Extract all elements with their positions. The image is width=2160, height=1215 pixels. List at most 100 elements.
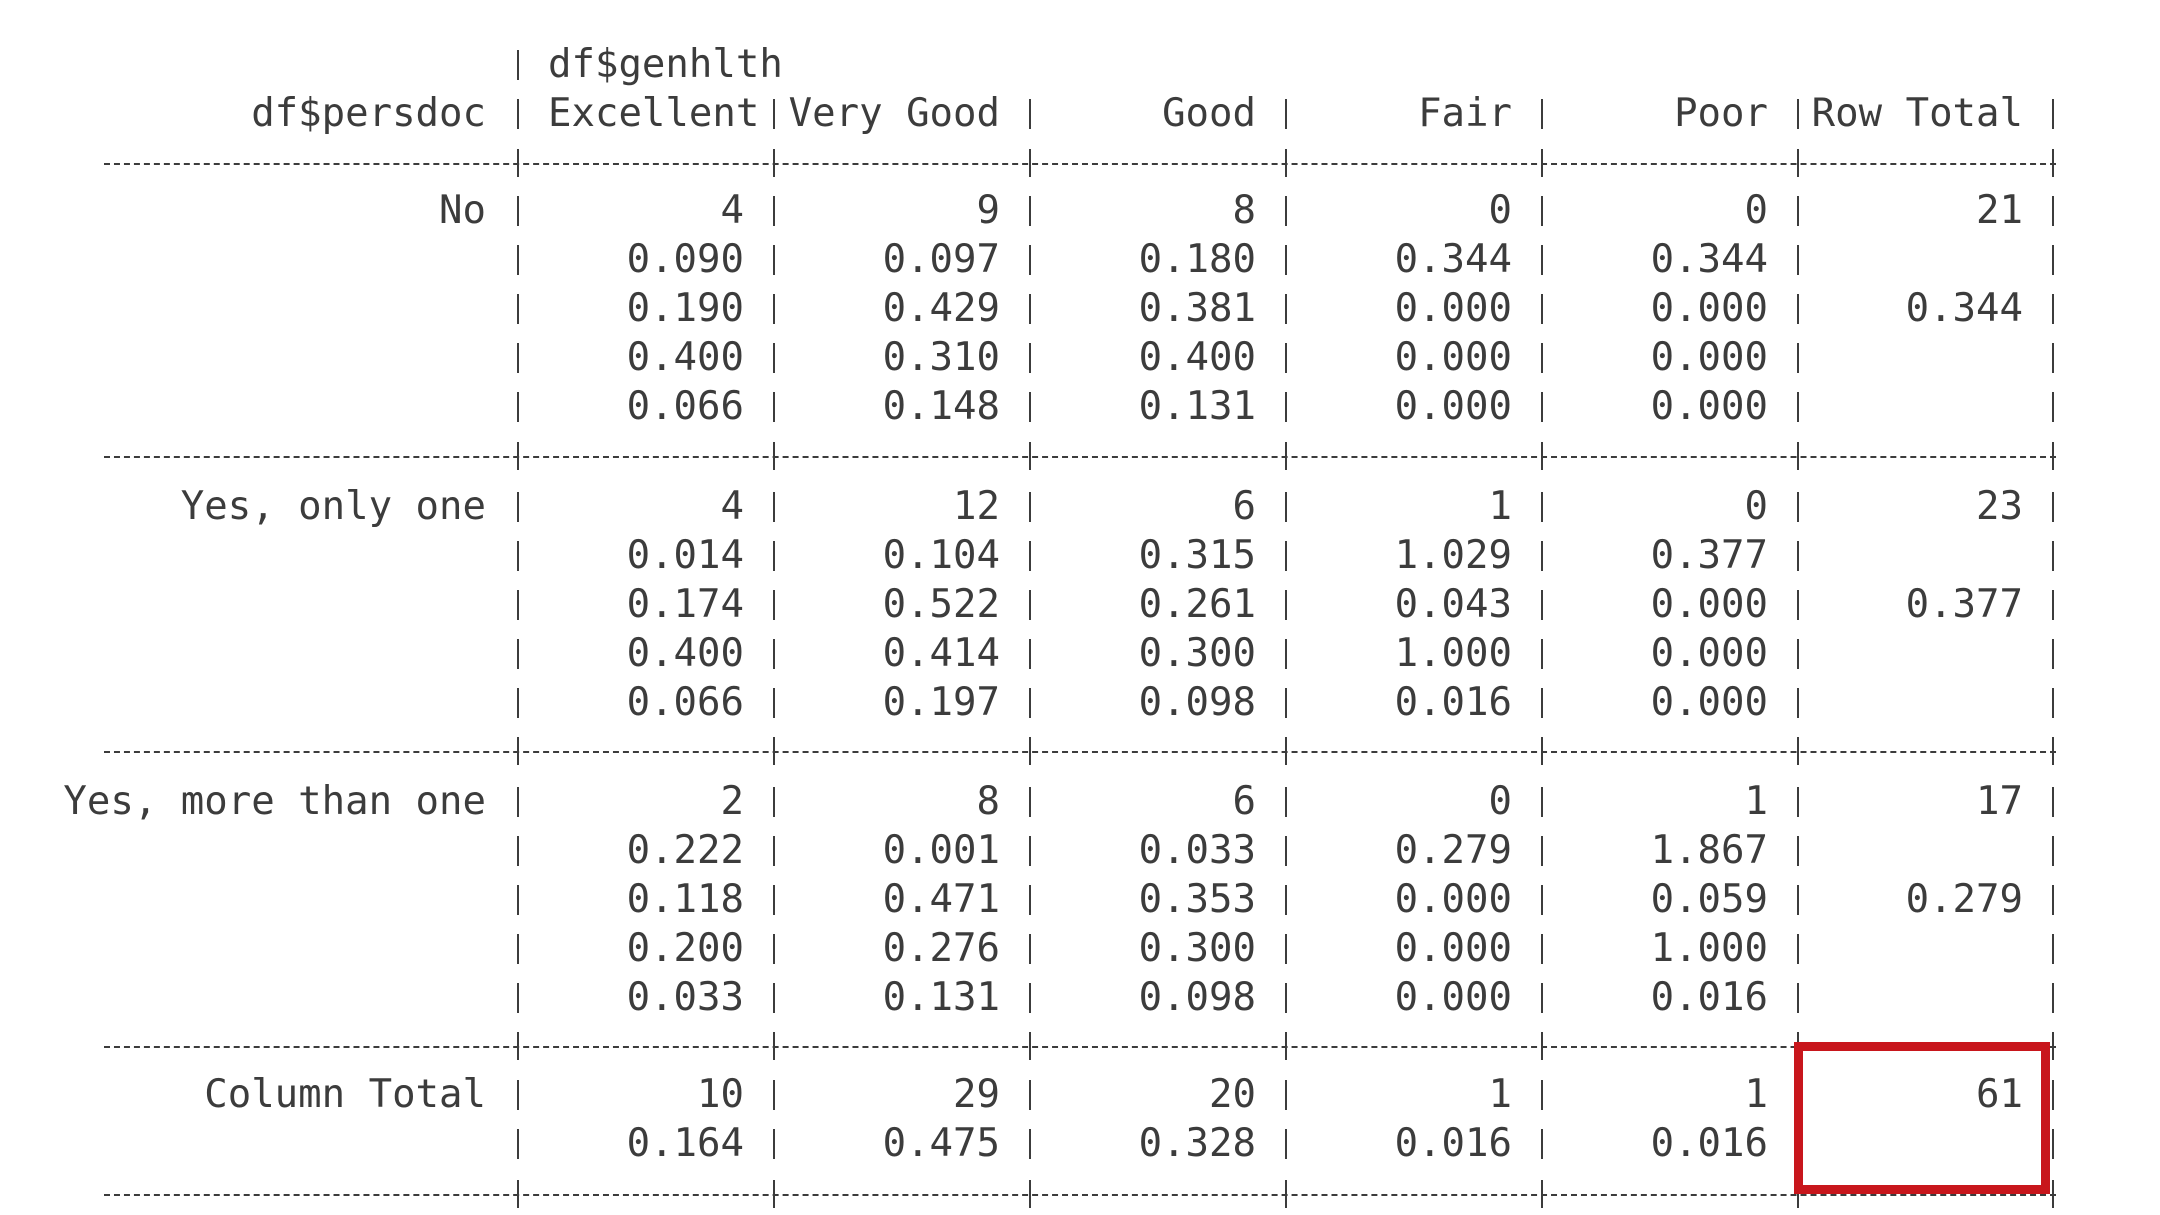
cell-bar bbox=[1029, 885, 1031, 915]
row-2-cell: 6 bbox=[1232, 779, 1256, 824]
column-total-cell: 0.016 bbox=[1650, 1121, 1768, 1166]
separator-tick bbox=[1029, 1180, 1031, 1208]
separator-tick bbox=[517, 442, 519, 470]
row-2-cell: 8 bbox=[976, 779, 1000, 824]
cell-bar bbox=[773, 1080, 775, 1110]
cell-bar bbox=[1029, 590, 1031, 620]
row-0-label: No bbox=[439, 188, 486, 233]
cell-bar bbox=[517, 639, 519, 669]
row-1-cell: 1.000 bbox=[1394, 631, 1512, 676]
separator-tick bbox=[1285, 149, 1287, 177]
cell-bar bbox=[773, 392, 775, 422]
row-1-cell: 0.014 bbox=[626, 533, 744, 578]
row-2-cell: 0.016 bbox=[1650, 975, 1768, 1020]
row-0-cell: 0.148 bbox=[882, 384, 1000, 429]
column-total-cell: 0.475 bbox=[882, 1121, 1000, 1166]
row-1-cell: 0 bbox=[1744, 484, 1768, 529]
cell-bar bbox=[517, 836, 519, 866]
row-2-cell: 0.033 bbox=[626, 975, 744, 1020]
column-total-cell: 29 bbox=[953, 1072, 1000, 1117]
cell-bar bbox=[517, 294, 519, 324]
cell-bar bbox=[517, 688, 519, 718]
cell-bar bbox=[1797, 492, 1799, 522]
cell-bar bbox=[773, 934, 775, 964]
row-0-cell: 9 bbox=[976, 188, 1000, 233]
cell-bar bbox=[1285, 245, 1287, 275]
cell-bar bbox=[1285, 294, 1287, 324]
cell-bar bbox=[1285, 196, 1287, 226]
cell-bar bbox=[773, 245, 775, 275]
cell-bar bbox=[773, 343, 775, 373]
cell-bar bbox=[773, 787, 775, 817]
row-0-cell: 0.000 bbox=[1650, 286, 1768, 331]
row-2-cell: 0 bbox=[1488, 779, 1512, 824]
row-1-cell: 0.315 bbox=[1138, 533, 1256, 578]
cell-bar bbox=[1797, 688, 1799, 718]
cell-bar bbox=[2052, 688, 2054, 718]
cell-bar bbox=[1797, 639, 1799, 669]
row-1-cell: 23 bbox=[1976, 484, 2023, 529]
cell-bar bbox=[1285, 590, 1287, 620]
cell-bar bbox=[1541, 1080, 1543, 1110]
separator-tick bbox=[1797, 442, 1799, 470]
row-0-cell: 0 bbox=[1488, 188, 1512, 233]
cell-bar bbox=[1541, 836, 1543, 866]
cell-bar bbox=[773, 885, 775, 915]
separator-tick bbox=[1285, 1180, 1287, 1208]
row-2-cell: 1 bbox=[1744, 779, 1768, 824]
row-1-cell: 0.197 bbox=[882, 680, 1000, 725]
cell-bar bbox=[517, 492, 519, 522]
cell-bar bbox=[1029, 245, 1031, 275]
row-0-cell: 0.000 bbox=[1650, 384, 1768, 429]
row-1-cell: 0.174 bbox=[626, 582, 744, 627]
cell-bar bbox=[1285, 836, 1287, 866]
cell-bar bbox=[1541, 294, 1543, 324]
separator-tick bbox=[1541, 737, 1543, 765]
cell-bar bbox=[517, 541, 519, 571]
row-0-cell: 0.400 bbox=[626, 335, 744, 380]
separator-tick bbox=[1797, 149, 1799, 177]
row-1-cell: 6 bbox=[1232, 484, 1256, 529]
cell-bar bbox=[2052, 245, 2054, 275]
cell-bar bbox=[1285, 1080, 1287, 1110]
cell-bar bbox=[1797, 294, 1799, 324]
cell-bar bbox=[773, 639, 775, 669]
row-1-cell: 0.000 bbox=[1650, 631, 1768, 676]
separator-tick bbox=[1285, 737, 1287, 765]
row-2-cell: 2 bbox=[720, 779, 744, 824]
header-separator bbox=[104, 163, 2056, 165]
row-1-cell: 0.016 bbox=[1394, 680, 1512, 725]
cell-bar bbox=[1029, 541, 1031, 571]
cell-bar bbox=[1797, 541, 1799, 571]
cell-bar bbox=[1029, 934, 1031, 964]
cell-bar bbox=[517, 934, 519, 964]
row-1-cell: 0.261 bbox=[1138, 582, 1256, 627]
separator-tick bbox=[1541, 442, 1543, 470]
row-0-cell: 0.400 bbox=[1138, 335, 1256, 380]
cell-bar bbox=[773, 688, 775, 718]
cell-bar bbox=[1541, 934, 1543, 964]
cell-bar bbox=[517, 343, 519, 373]
cell-bar bbox=[1285, 541, 1287, 571]
cell-bar bbox=[1541, 392, 1543, 422]
cell-bar bbox=[1029, 1080, 1031, 1110]
cell-bar bbox=[773, 541, 775, 571]
column-total-cell: 0.016 bbox=[1394, 1121, 1512, 1166]
cell-bar bbox=[1029, 343, 1031, 373]
row-1-cell: 12 bbox=[953, 484, 1000, 529]
cell-bar bbox=[1285, 343, 1287, 373]
row-separator bbox=[104, 1046, 2056, 1048]
row-2-cell: 0.033 bbox=[1138, 828, 1256, 873]
cell-bar bbox=[1029, 392, 1031, 422]
row-0-cell: 0.310 bbox=[882, 335, 1000, 380]
row-1-cell: 0.066 bbox=[626, 680, 744, 725]
row-2-cell: 0.098 bbox=[1138, 975, 1256, 1020]
row-separator bbox=[104, 751, 2056, 753]
column-total-cell: 0.328 bbox=[1138, 1121, 1256, 1166]
column-bar bbox=[1285, 99, 1287, 129]
column-bar bbox=[1029, 99, 1031, 129]
column-total-label: Column Total bbox=[204, 1072, 486, 1117]
row-1-cell: 0.043 bbox=[1394, 582, 1512, 627]
cell-bar bbox=[2052, 1129, 2054, 1159]
cell-bar bbox=[2052, 1080, 2054, 1110]
